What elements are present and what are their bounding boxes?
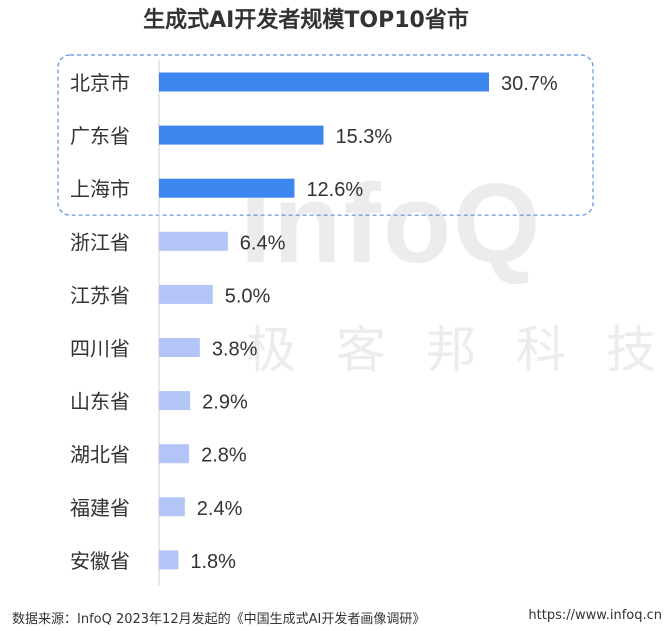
category-label: 北京市: [70, 71, 130, 95]
data-label: 5.0%: [225, 285, 271, 307]
source-url: https://www.infoq.cn: [528, 608, 662, 623]
category-label: 江苏省: [70, 283, 130, 307]
data-label: 12.6%: [306, 179, 363, 201]
category-label: 上海市: [70, 177, 130, 201]
chart-title: 生成式AI开发者规模TOP10省市: [143, 8, 469, 33]
bar: [159, 125, 324, 145]
bar: [159, 178, 295, 198]
category-label: 安徽省: [70, 549, 130, 573]
data-label: 2.4%: [197, 498, 243, 520]
bar: [159, 72, 489, 92]
data-label: 30.7%: [501, 73, 558, 95]
bar: [159, 497, 185, 517]
bar-chart: 北京市 30.7% 广东省 15.3% 上海市 12.6% 浙江省 6.4% 江苏省 5.0% 四川…: [57, 54, 594, 586]
bar: [159, 444, 190, 464]
bar: [159, 338, 200, 357]
category-label: 山东省: [70, 390, 130, 414]
bar: [159, 391, 191, 411]
category-label: 福建省: [70, 496, 130, 520]
data-label: 3.8%: [212, 339, 258, 361]
source-note: 数据来源：InfoQ 2023年12月发起的《中国生成式AI开发者画像调研》: [12, 612, 426, 627]
bar: [159, 550, 179, 570]
data-label: 2.9%: [202, 392, 248, 414]
data-label: 15.3%: [335, 126, 392, 148]
bar: [159, 231, 228, 251]
data-label: 6.4%: [240, 232, 286, 254]
category-label: 湖北省: [70, 443, 130, 467]
highlight-box: [57, 54, 594, 216]
category-label: 四川省: [70, 337, 130, 361]
bar: [159, 284, 213, 304]
data-label: 1.8%: [190, 551, 236, 573]
watermark-company: 极客邦科技: [246, 321, 670, 379]
category-label: 浙江省: [70, 230, 130, 254]
category-label: 广东省: [70, 124, 130, 148]
data-label: 2.8%: [201, 445, 247, 467]
